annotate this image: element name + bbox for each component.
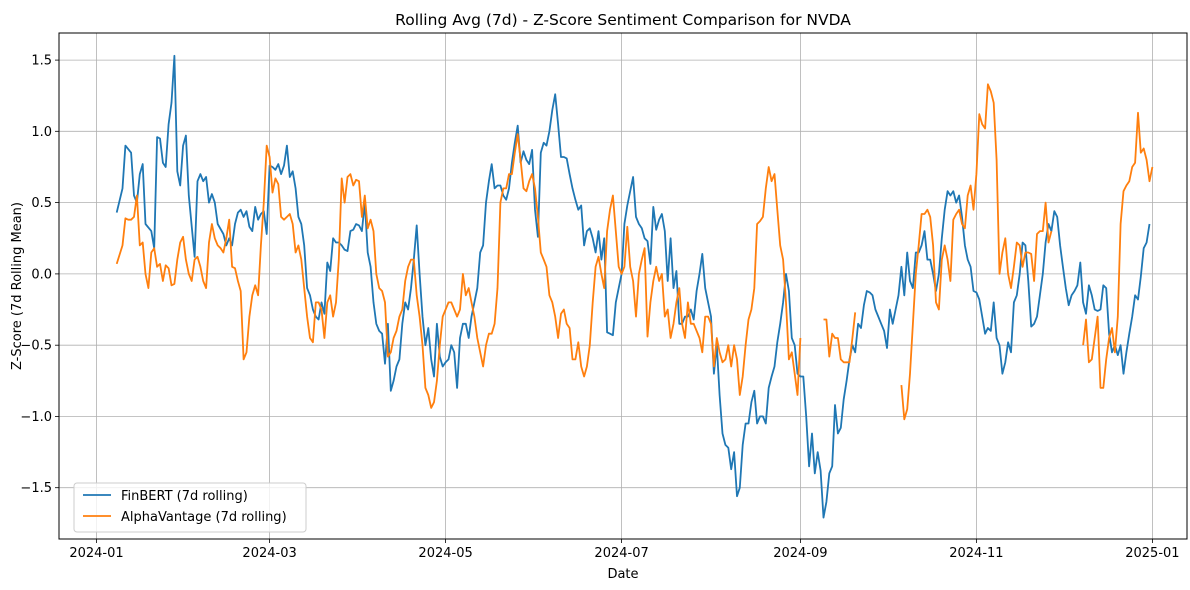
x-tick-label: 2025-01 (1125, 546, 1179, 561)
y-axis: −1.5 −1.0 −0.5 0.0 0.5 1.0 1.5 (20, 54, 59, 496)
series-layer (115, 54, 1154, 519)
x-axis: 2024-01 2024-03 2024-05 2024-07 2024-09 2024-… (69, 539, 1180, 561)
x-tick-label: 2024-07 (594, 546, 648, 561)
series-line-0 (115, 54, 1151, 519)
chart-title: Rolling Avg (7d) - Z-Score Sentiment Com… (395, 11, 851, 29)
series-line-1 (823, 312, 857, 364)
series-line-1 (1082, 111, 1154, 389)
y-axis-label: Z-Score (7d Rolling Mean) (10, 202, 25, 370)
legend-box (73, 482, 307, 533)
x-axis-label: Date (607, 567, 638, 582)
y-tick-label: −1.5 (20, 481, 52, 496)
y-tick-label: −1.0 (20, 410, 52, 425)
legend: FinBERT (7d rolling) AlphaVantage (7d ro… (73, 482, 307, 533)
x-tick-label: 2024-03 (242, 546, 296, 561)
legend-label-finbert: FinBERT (7d rolling) (121, 489, 248, 504)
y-tick-label: 1.5 (31, 54, 52, 69)
x-tick-label: 2024-01 (69, 546, 123, 561)
y-tick-label: 0.5 (31, 196, 52, 211)
legend-label-alphavantage: AlphaVantage (7d rolling) (121, 510, 287, 525)
y-tick-label: 1.0 (31, 125, 52, 140)
x-tick-label: 2024-11 (949, 546, 1003, 561)
plot-frame (58, 32, 1188, 540)
series-line-1 (900, 83, 1053, 421)
series-line-1 (115, 133, 802, 409)
x-tick-label: 2024-05 (418, 546, 472, 561)
x-tick-label: 2024-09 (773, 546, 827, 561)
y-tick-label: −0.5 (20, 339, 52, 354)
y-tick-label: 0.0 (31, 267, 52, 282)
